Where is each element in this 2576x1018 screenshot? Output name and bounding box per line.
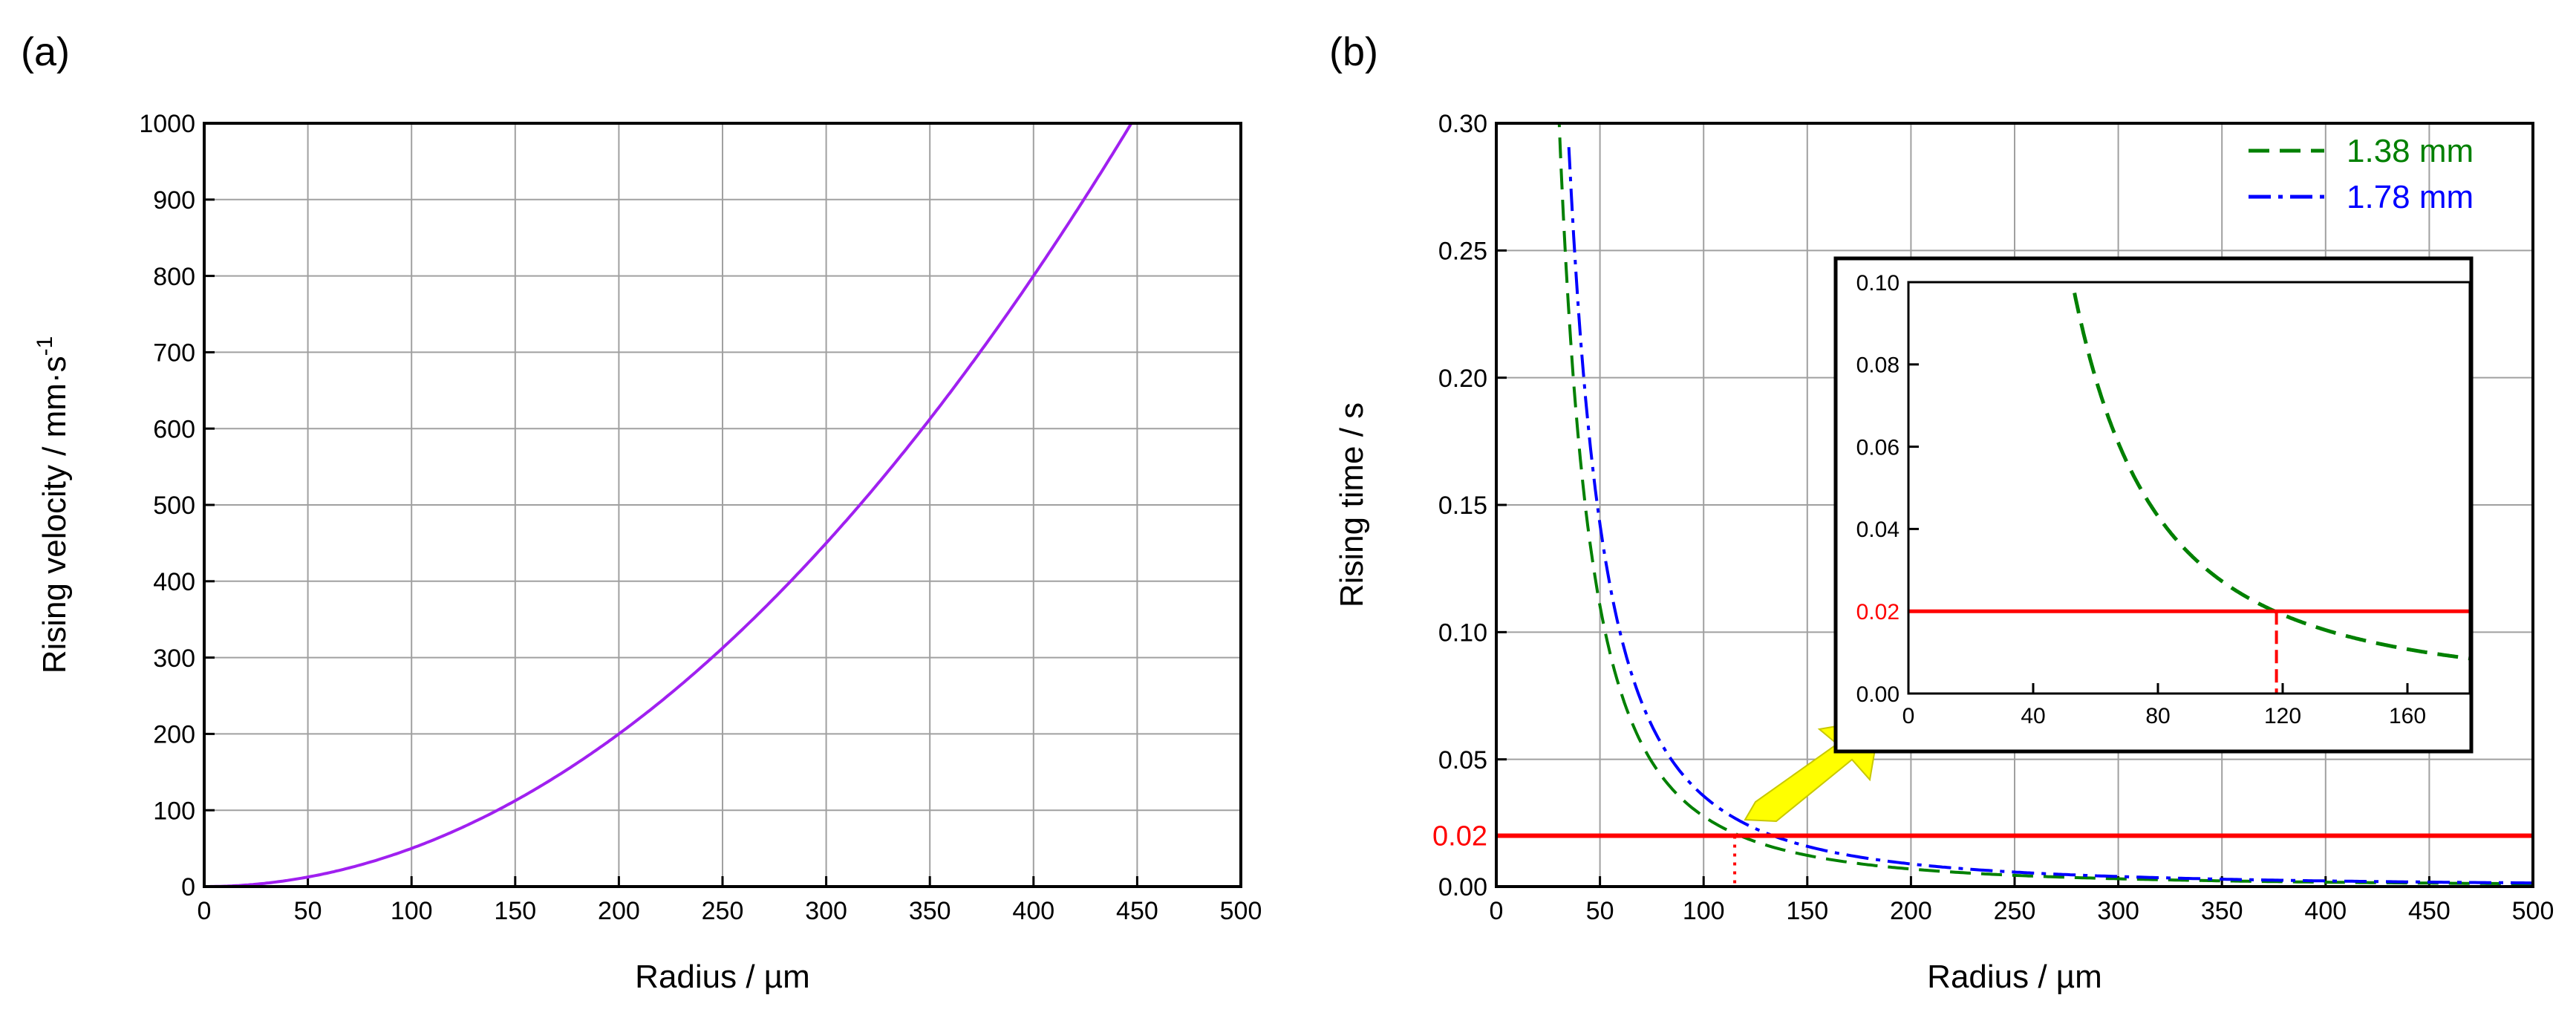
panel-a-label: (a) — [21, 30, 70, 74]
panel-b-y-tick-label: 0.05 — [1438, 746, 1487, 774]
rising-time-curve-1-78mm — [1567, 147, 2533, 885]
panel-a-y-tick-label: 500 — [153, 492, 195, 520]
panel-b-label: (b) — [1329, 30, 1378, 74]
panel-b-x-tick-label: 50 — [1586, 897, 1614, 925]
panel-a-x-tick-label: 200 — [598, 897, 640, 925]
panel-a-y-tick-label: 400 — [153, 568, 195, 596]
panel-b-frame — [1495, 122, 2534, 888]
panel-b: (b) 0 50 100 150 200 250 300 350 400 450 5000.000.… — [1329, 30, 2554, 995]
panel-b-x-tick-label: 250 — [1994, 897, 2036, 925]
legend: 1.38 mm 1.78 mm — [2249, 133, 2474, 215]
panel-b-x-tick-label: 450 — [2408, 897, 2451, 925]
panel-a-x-tick-label: 400 — [1012, 897, 1054, 925]
panel-a-x-tick-label: 300 — [805, 897, 847, 925]
panel-a-y-tick-label: 1000 — [139, 110, 195, 138]
panel-b-series — [1557, 123, 2533, 886]
panel-b-x-axis-label: Radius / µm — [1927, 959, 2102, 995]
panel-a-x-tick-label: 150 — [494, 897, 536, 925]
panel-a-y-tick-label: 100 — [153, 797, 195, 825]
panel-a-x-tick-label: 0 — [198, 897, 212, 925]
inset-x-tick-label: 0 — [1902, 704, 1915, 728]
inset-ticks: 0 40 80 120 160 0.00 0.02 0.04 0.06 0.08 0.10 — [1856, 271, 2426, 728]
inset-x-tick-label: 80 — [2145, 704, 2170, 728]
panel-a-x-tick-label: 450 — [1116, 897, 1158, 925]
panel-a-y-tick-label: 800 — [153, 263, 195, 291]
inset-chart: 0 40 80 120 160 0.00 0.02 0.04 0.06 0.08 0.10 — [1833, 256, 2474, 754]
panel-a-y-tick-label: 200 — [153, 721, 195, 749]
inset-axes-frame — [1907, 281, 2471, 695]
panel-a-y-axis-label-main: Rising velocity / mm·s — [36, 356, 73, 673]
panel-b-y-tick-label: 0.30 — [1438, 110, 1487, 138]
panel-a-y-tick-label: 900 — [153, 186, 195, 215]
panel-b-y-tick-label: 0.20 — [1438, 365, 1487, 393]
panel-a-y-tick-label: 300 — [153, 645, 195, 673]
panel-a-y-axis-label: Rising velocity / mm·s-1 — [33, 336, 73, 674]
inset-plot-area — [1908, 282, 2470, 694]
panel-a-grid — [204, 123, 1241, 887]
panel-a-y-tick-label: 0 — [181, 873, 195, 901]
panel-b-x-tick-label: 500 — [2512, 897, 2554, 925]
rising-time-curve-1-38mm — [1557, 123, 2533, 886]
inset-x-tick-label: 120 — [2264, 704, 2301, 728]
legend-label-1-78mm: 1.78 mm — [2347, 179, 2474, 215]
panel-b-x-tick-label: 0 — [1490, 897, 1504, 925]
inset-y-tick-label: 0.04 — [1856, 518, 1900, 542]
panel-b-ticks: 0 50 100 150 200 250 300 350 400 450 5000.000.050.… — [1438, 110, 2554, 925]
panel-b-y-axis-label: Rising time / s — [1334, 402, 1370, 607]
panel-b-y-tick-label: 0.10 — [1438, 619, 1487, 647]
panel-b-y-tick-label: 0.25 — [1438, 238, 1487, 266]
inset-x-tick-label: 160 — [2389, 704, 2426, 728]
inset-y-tick-label: 0.06 — [1856, 435, 1900, 460]
panel-b-y-tick-label: 0.00 — [1438, 873, 1487, 901]
panel-b-x-tick-label: 400 — [2304, 897, 2347, 925]
legend-label-1-38mm: 1.38 mm — [2347, 133, 2474, 169]
inset-x-tick-label: 40 — [2021, 704, 2045, 728]
inset-y-tick-label: 0.10 — [1856, 271, 1900, 296]
panel-b-y-tick-label: 0.15 — [1438, 492, 1487, 520]
threshold-value-label: 0.02 — [1432, 820, 1487, 852]
panel-a: (a) 0 50 100 150 200 250 300 350 400 450 500 0 100 20… — [21, 30, 1262, 995]
inset-y-tick-label: 0.08 — [1856, 353, 1900, 378]
panel-b-x-tick-label: 350 — [2201, 897, 2243, 925]
panel-b-x-tick-label: 300 — [2097, 897, 2139, 925]
inset-y-tick-label: 0.02 — [1856, 600, 1900, 624]
panel-b-x-tick-label: 150 — [1786, 897, 1828, 925]
panel-a-x-tick-label: 500 — [1220, 897, 1262, 925]
velocity-curve — [204, 123, 1132, 887]
panel-a-y-axis-label-superscript: -1 — [33, 336, 57, 356]
panel-a-y-tick-label: 600 — [153, 415, 195, 443]
panel-a-series — [204, 123, 1132, 887]
inset-y-tick-label: 0.00 — [1856, 682, 1900, 707]
panel-a-x-tick-label: 350 — [909, 897, 951, 925]
panel-a-x-tick-label: 250 — [702, 897, 744, 925]
panel-b-x-tick-label: 100 — [1683, 897, 1725, 925]
panel-a-x-axis-label: Radius / µm — [635, 959, 810, 995]
panel-a-x-tick-label: 50 — [294, 897, 322, 925]
panel-b-x-tick-label: 200 — [1890, 897, 1932, 925]
panel-a-x-tick-label: 100 — [391, 897, 433, 925]
panel-a-ticks: 0 50 100 150 200 250 300 350 400 450 500 0 100 200 300… — [139, 110, 1262, 925]
panel-a-frame — [203, 122, 1242, 888]
panel-a-y-tick-label: 700 — [153, 339, 195, 368]
